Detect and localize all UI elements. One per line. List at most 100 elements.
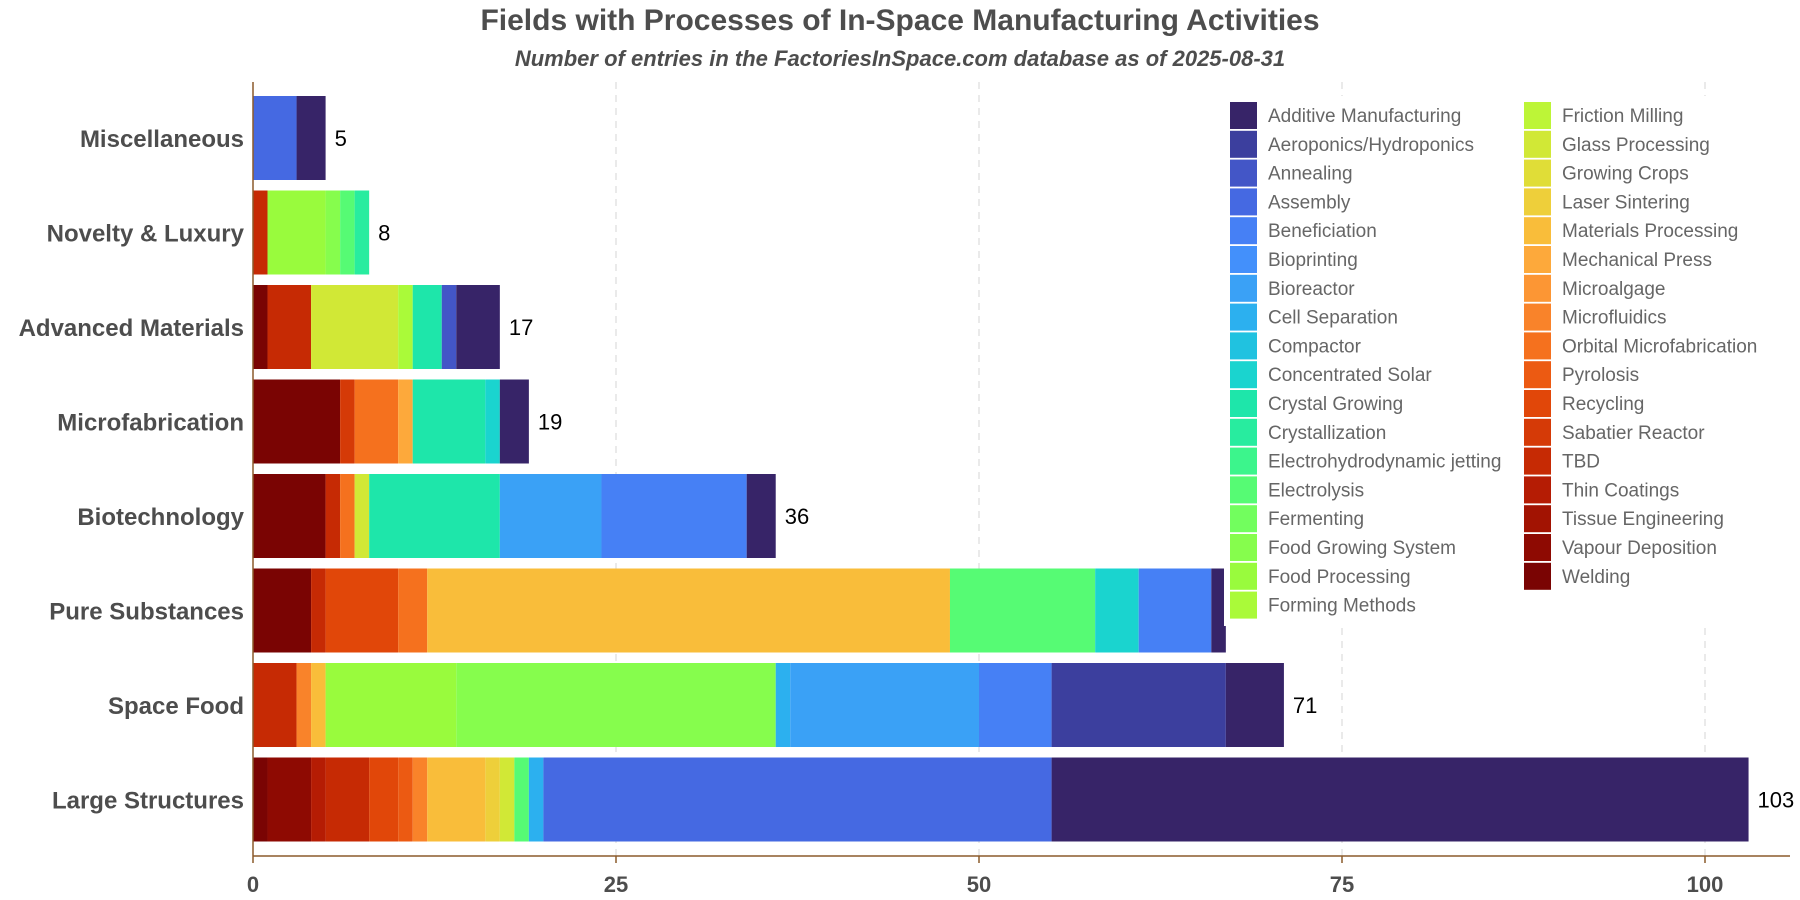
chart-subtitle: Number of entries in the FactoriesInSpac… — [514, 46, 1286, 71]
bar-segment — [340, 190, 355, 275]
bar-segment — [499, 757, 515, 842]
x-tick-label: 100 — [1687, 872, 1724, 897]
legend-swatch — [1524, 102, 1551, 129]
bar-segment — [499, 379, 529, 464]
bar-segment — [296, 96, 326, 180]
category-label: Novelty & Luxury — [47, 221, 245, 248]
bar-segment — [441, 285, 457, 369]
legend-swatch — [1524, 361, 1551, 389]
bar-segment — [456, 663, 776, 747]
bar-segment — [412, 379, 486, 464]
legend-label: Bioreactor — [1268, 279, 1355, 300]
legend-swatch — [1524, 188, 1551, 216]
legend-swatch — [1230, 591, 1257, 619]
legend-label: Food Processing — [1268, 567, 1411, 588]
legend-label: Bioprinting — [1268, 250, 1358, 271]
bar-segment — [340, 379, 355, 464]
legend-swatch — [1230, 303, 1257, 331]
bar-segment — [253, 757, 268, 842]
legend-label: Materials Processing — [1562, 221, 1738, 242]
legend-label: Mechanical Press — [1562, 250, 1712, 271]
bar-segment — [296, 663, 312, 747]
bar-segment — [311, 663, 326, 747]
bar-total-label: 71 — [1293, 693, 1317, 718]
bar-segment — [354, 190, 370, 275]
bar-segment — [325, 757, 370, 842]
legend-swatch — [1230, 562, 1257, 590]
bar-total-label: 17 — [509, 315, 533, 340]
bar-segment — [340, 474, 355, 558]
bar-segment — [325, 568, 399, 653]
legend-swatch — [1230, 332, 1257, 360]
bar-segment — [311, 568, 326, 653]
bar-segment — [398, 285, 413, 369]
legend-swatch — [1230, 418, 1257, 446]
bar-segment — [1138, 568, 1212, 653]
bar-segment — [412, 285, 442, 369]
x-tick-label: 25 — [604, 872, 628, 897]
bar-segment — [267, 190, 326, 275]
legend-label: Orbital Microfabrication — [1562, 336, 1757, 357]
legend-label: Concentrated Solar — [1268, 365, 1432, 386]
legend-swatch — [1230, 476, 1257, 504]
legend-label: Additive Manufacturing — [1268, 106, 1461, 127]
category-label: Advanced Materials — [19, 315, 244, 342]
legend-swatch — [1524, 447, 1551, 475]
legend-swatch — [1524, 332, 1551, 360]
category-label: Space Food — [108, 693, 244, 720]
category-label: Biotechnology — [77, 504, 244, 531]
bar-segment — [979, 663, 1052, 747]
bar-segment — [253, 285, 268, 369]
bar-segment — [427, 568, 950, 653]
legend-label: Electrohydrodynamic jetting — [1268, 452, 1501, 473]
category-label: Microfabrication — [57, 410, 244, 437]
bar-segment — [485, 757, 500, 842]
bar-segment — [1225, 663, 1284, 747]
legend-label: Friction Milling — [1562, 106, 1683, 127]
bar-segment — [325, 474, 341, 558]
bar-total-label: 8 — [378, 221, 390, 246]
legend-swatch — [1524, 159, 1551, 187]
legend-swatch — [1230, 390, 1257, 417]
legend-label: Forming Methods — [1268, 596, 1416, 617]
category-label: Large Structures — [52, 788, 244, 815]
bar-segment — [528, 757, 544, 842]
legend-label: Electrolysis — [1268, 480, 1364, 501]
legend-swatch — [1230, 447, 1257, 475]
bar-segment — [949, 568, 1096, 653]
legend-swatch — [1524, 534, 1551, 561]
bar-segment — [267, 757, 312, 842]
bar-segment — [514, 757, 529, 842]
category-label: Pure Substances — [49, 599, 244, 626]
x-tick-label: 0 — [247, 872, 259, 897]
bar-segment — [253, 190, 268, 275]
legend-label: Aeroponics/Hydroponics — [1268, 135, 1474, 156]
bar-segment — [499, 474, 602, 558]
bar-segment — [746, 474, 776, 558]
legend-swatch — [1524, 505, 1551, 533]
bar-segment — [427, 757, 486, 842]
bar-segment — [369, 757, 399, 842]
legend-label: Food Growing System — [1268, 538, 1456, 559]
legend-label: Crystal Growing — [1268, 394, 1403, 415]
bar-segment — [354, 474, 370, 558]
legend-swatch — [1524, 476, 1551, 504]
bar-segment — [1211, 568, 1226, 653]
legend-label: Glass Processing — [1562, 135, 1710, 156]
bar-total-label: 103 — [1758, 788, 1795, 813]
legend-label: Vapour Deposition — [1562, 538, 1717, 559]
legend-swatch — [1230, 217, 1257, 245]
bar-segment — [325, 190, 341, 275]
legend-swatch — [1230, 102, 1257, 129]
legend-swatch — [1524, 418, 1551, 446]
bar-segment — [398, 379, 413, 464]
legend-swatch — [1230, 159, 1257, 187]
legend-label: Microalgage — [1562, 279, 1666, 300]
bar-total-label: 5 — [335, 126, 347, 151]
bar-segment — [311, 285, 399, 369]
bar-segment — [253, 379, 341, 464]
legend-label: Fermenting — [1268, 509, 1364, 530]
bar-total-label: 19 — [538, 410, 562, 435]
bar-segment — [311, 757, 326, 842]
